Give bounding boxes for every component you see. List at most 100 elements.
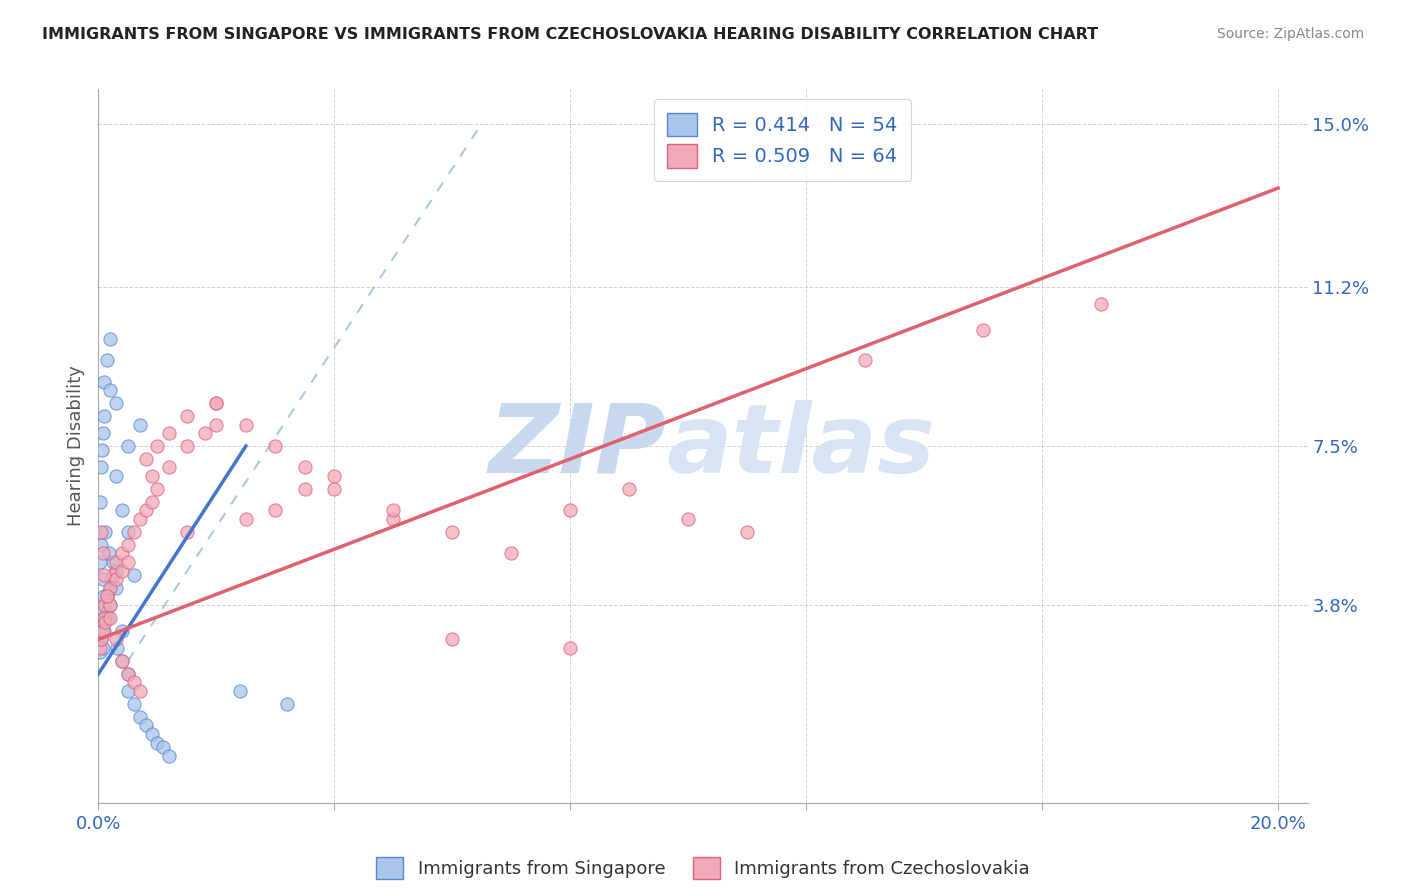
Point: [157, 460, 180, 475]
Point: [146, 439, 169, 453]
Point: [98, 611, 121, 625]
Point: [441, 524, 464, 539]
Point: [205, 396, 228, 410]
Point: [205, 417, 228, 432]
Point: [89, 641, 111, 656]
Point: [105, 396, 128, 410]
Point: [111, 654, 134, 668]
Text: ZIP: ZIP: [489, 400, 666, 492]
Point: [235, 417, 257, 432]
Point: [98, 598, 121, 612]
Point: [135, 718, 157, 732]
Point: [141, 469, 163, 483]
Point: [105, 581, 128, 595]
Point: [972, 323, 994, 337]
Point: [560, 503, 582, 517]
Point: [94, 524, 117, 539]
Point: [93, 611, 115, 625]
Point: [111, 654, 134, 668]
Point: [276, 697, 298, 711]
Point: [90, 524, 112, 539]
Point: [117, 538, 139, 552]
Point: [105, 572, 128, 586]
Point: [91, 624, 114, 638]
Point: [141, 495, 163, 509]
Point: [89, 555, 111, 569]
Point: [94, 607, 117, 621]
Point: [91, 546, 114, 560]
Point: [97, 611, 120, 625]
Point: [91, 426, 114, 441]
Point: [94, 598, 117, 612]
Point: [128, 684, 150, 698]
Point: [135, 503, 157, 517]
Text: atlas: atlas: [666, 400, 936, 492]
Point: [96, 590, 118, 604]
Point: [294, 482, 316, 496]
Point: [122, 568, 145, 582]
Point: [323, 482, 346, 496]
Point: [90, 632, 112, 647]
Point: [105, 469, 128, 483]
Point: [96, 590, 118, 604]
Point: [122, 697, 145, 711]
Point: [128, 710, 150, 724]
Point: [264, 439, 287, 453]
Point: [152, 739, 174, 754]
Text: IMMIGRANTS FROM SINGAPORE VS IMMIGRANTS FROM CZECHOSLOVAKIA HEARING DISABILITY C: IMMIGRANTS FROM SINGAPORE VS IMMIGRANTS …: [42, 27, 1098, 42]
Point: [111, 624, 134, 638]
Point: [98, 598, 121, 612]
Point: [93, 590, 115, 604]
Point: [853, 353, 876, 368]
Point: [101, 555, 124, 569]
Y-axis label: Hearing Disability: Hearing Disability: [66, 366, 84, 526]
Point: [176, 409, 198, 423]
Point: [678, 512, 700, 526]
Point: [194, 426, 217, 441]
Point: [93, 611, 115, 625]
Point: [98, 332, 121, 346]
Point: [122, 524, 145, 539]
Point: [98, 546, 121, 560]
Point: [111, 564, 134, 578]
Point: [146, 736, 169, 750]
Point: [111, 503, 134, 517]
Point: [264, 503, 287, 517]
Point: [128, 512, 150, 526]
Point: [98, 598, 121, 612]
Point: [98, 383, 121, 397]
Point: [735, 524, 758, 539]
Text: Source: ZipAtlas.com: Source: ZipAtlas.com: [1216, 27, 1364, 41]
Point: [157, 748, 180, 763]
Point: [98, 581, 121, 595]
Point: [229, 684, 252, 698]
Point: [96, 353, 118, 368]
Point: [117, 666, 139, 681]
Legend: Immigrants from Singapore, Immigrants from Czechoslovakia: Immigrants from Singapore, Immigrants fr…: [370, 850, 1036, 887]
Point: [501, 546, 523, 560]
Point: [91, 443, 114, 458]
Point: [235, 512, 257, 526]
Point: [98, 581, 121, 595]
Point: [146, 482, 169, 496]
Point: [122, 675, 145, 690]
Point: [205, 396, 228, 410]
Point: [128, 417, 150, 432]
Point: [117, 684, 139, 698]
Point: [141, 727, 163, 741]
Point: [176, 439, 198, 453]
Point: [105, 564, 128, 578]
Point: [91, 624, 114, 638]
Point: [89, 495, 111, 509]
Point: [101, 568, 124, 582]
Point: [135, 451, 157, 466]
Point: [91, 572, 114, 586]
Point: [323, 469, 346, 483]
Point: [91, 641, 114, 656]
Point: [560, 641, 582, 656]
Point: [619, 482, 641, 496]
Point: [93, 375, 115, 389]
Point: [91, 615, 114, 630]
Point: [93, 624, 115, 638]
Point: [382, 503, 405, 517]
